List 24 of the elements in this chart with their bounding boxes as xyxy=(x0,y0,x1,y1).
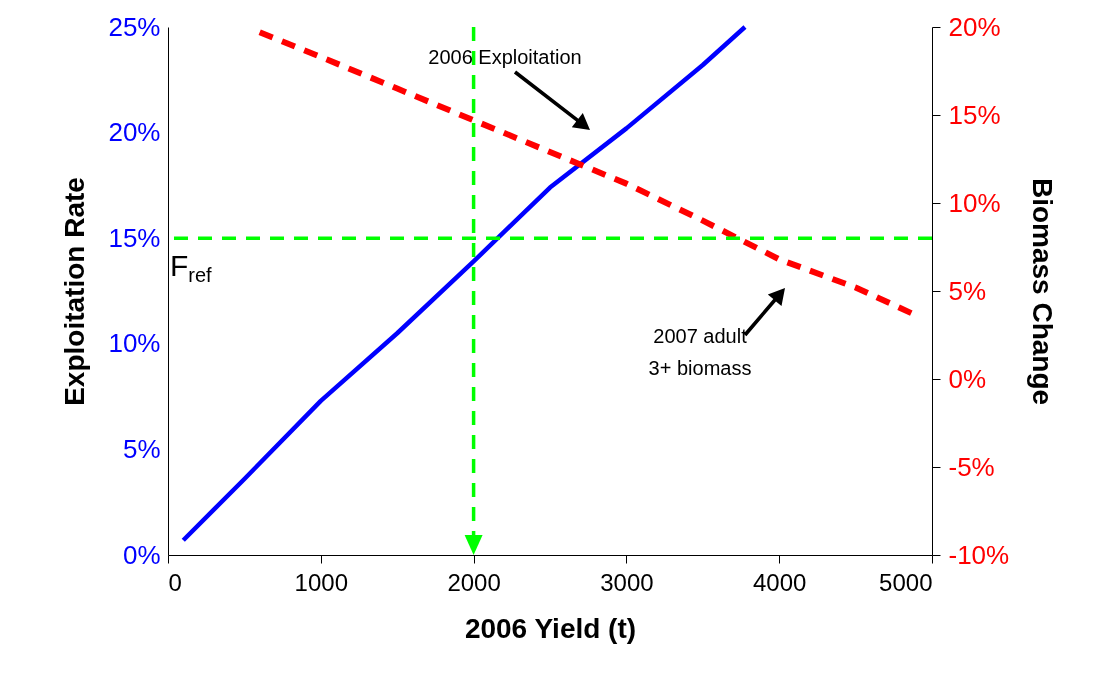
x-tick-label: 2000 xyxy=(447,568,501,596)
y2-tick-label: 10% xyxy=(948,187,1001,218)
y2-tick-label: 5% xyxy=(948,275,987,306)
y2-tick-label: -10% xyxy=(948,539,1010,570)
x-axis-title: 2006 Yield (t) xyxy=(464,612,637,644)
y2-tick-label: 15% xyxy=(948,99,1001,130)
annotation: 2006 Exploitation xyxy=(428,46,582,68)
y2-tick-label: 20% xyxy=(948,11,1001,42)
y-tick-label: 0% xyxy=(122,539,161,570)
y2-axis-title: Biomass Change xyxy=(1027,177,1059,406)
y-tick-label: 15% xyxy=(108,222,161,253)
y-tick-label: 20% xyxy=(108,117,161,148)
annotation: 2007 adult 3+ biomass xyxy=(648,325,752,379)
y-tick-label: 5% xyxy=(122,433,161,464)
x-tick-label: 4000 xyxy=(753,568,807,596)
y-tick-label: 10% xyxy=(108,328,161,359)
y2-tick-label: -5% xyxy=(948,451,995,482)
x-tick-label: 0 xyxy=(168,568,182,596)
y2-tick-label: 0% xyxy=(948,363,987,394)
x-tick-label: 3000 xyxy=(600,568,654,596)
y-axis-title: Exploitation Rate xyxy=(59,177,91,406)
y-tick-label: 25% xyxy=(108,11,161,42)
x-tick-label: 1000 xyxy=(294,568,348,596)
x-tick-label: 5000 xyxy=(879,568,933,596)
